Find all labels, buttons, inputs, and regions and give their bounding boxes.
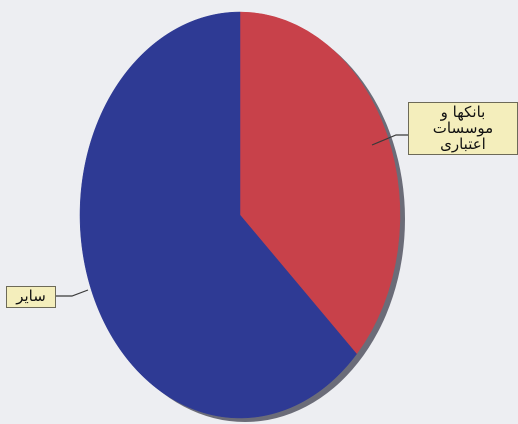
pie-slices [79,11,401,419]
pie-slice-other [79,11,357,419]
slice-label-other: سایر [6,286,56,308]
leader-line-banks [371,134,408,146]
leader-lines [56,134,408,297]
slice-label-banks: بانکها و موسسات اعتباری [408,102,518,156]
leader-line-other [56,289,89,297]
pie-slice-banks [239,11,401,355]
